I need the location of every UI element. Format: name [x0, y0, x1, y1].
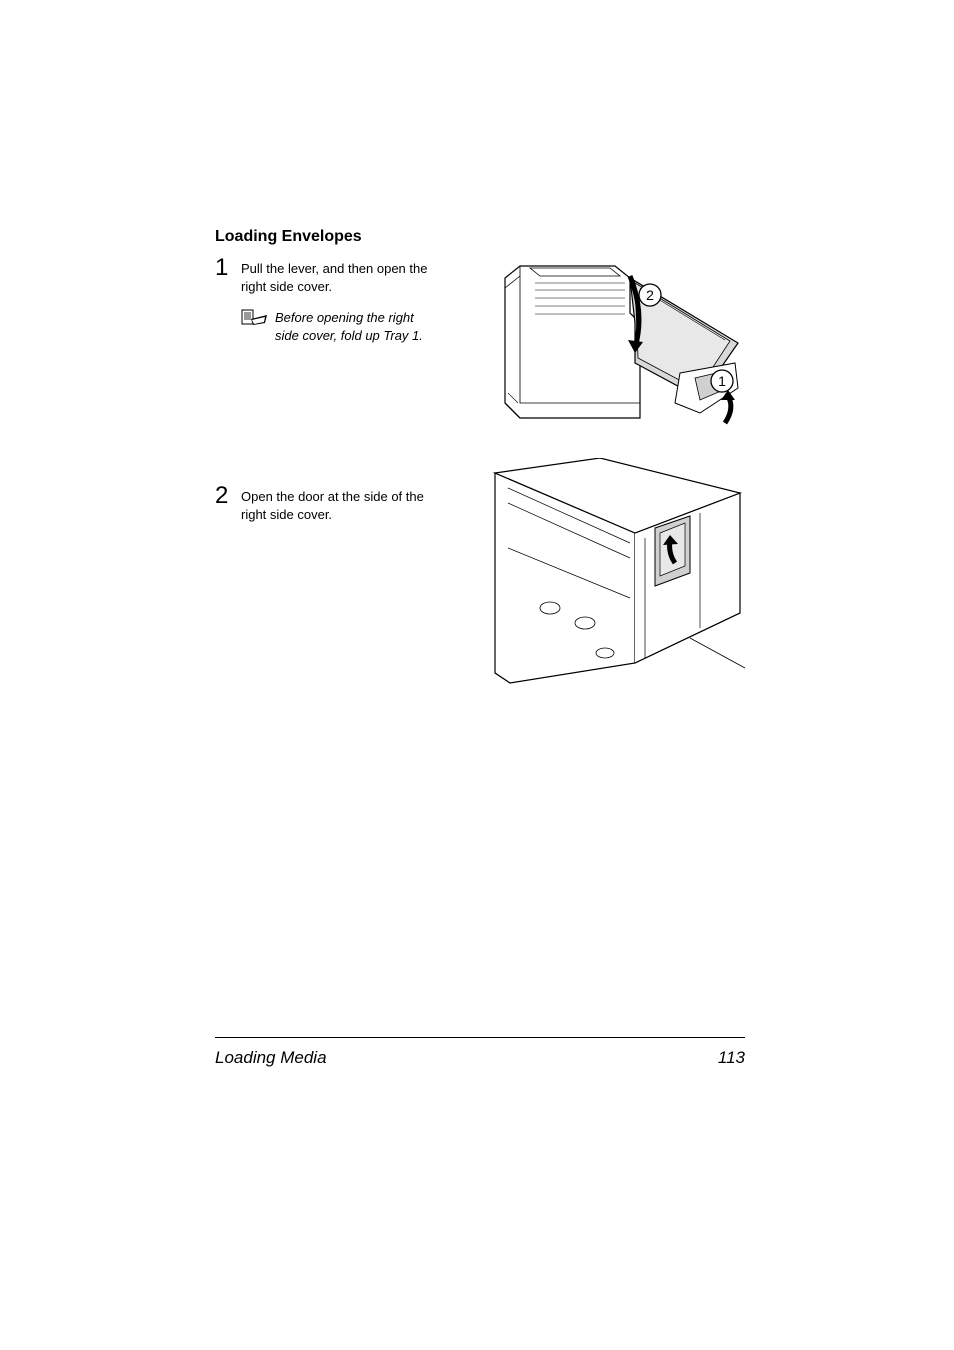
footer-title: Loading Media	[215, 1048, 327, 1068]
callout-2: 2	[646, 287, 654, 303]
step-number: 1	[215, 256, 241, 280]
step-number: 2	[215, 484, 241, 508]
note-text: Before opening the right side cover, fol…	[275, 309, 441, 344]
page-content: Loading Envelopes 1 Pull the lever, and …	[215, 228, 745, 531]
footer-divider	[215, 1037, 745, 1038]
note-icon	[241, 309, 275, 332]
callout-1: 1	[718, 373, 726, 389]
step-text: Open the door at the side of the right s…	[241, 488, 441, 523]
illustration-step-1: 2 1	[500, 228, 745, 438]
footer-page-number: 113	[718, 1048, 745, 1068]
illustration-step-2	[490, 458, 745, 688]
footer-row: Loading Media 113	[215, 1048, 745, 1068]
page-footer: Loading Media 113	[215, 1037, 745, 1068]
step-text: Pull the lever, and then open the right …	[241, 260, 441, 295]
